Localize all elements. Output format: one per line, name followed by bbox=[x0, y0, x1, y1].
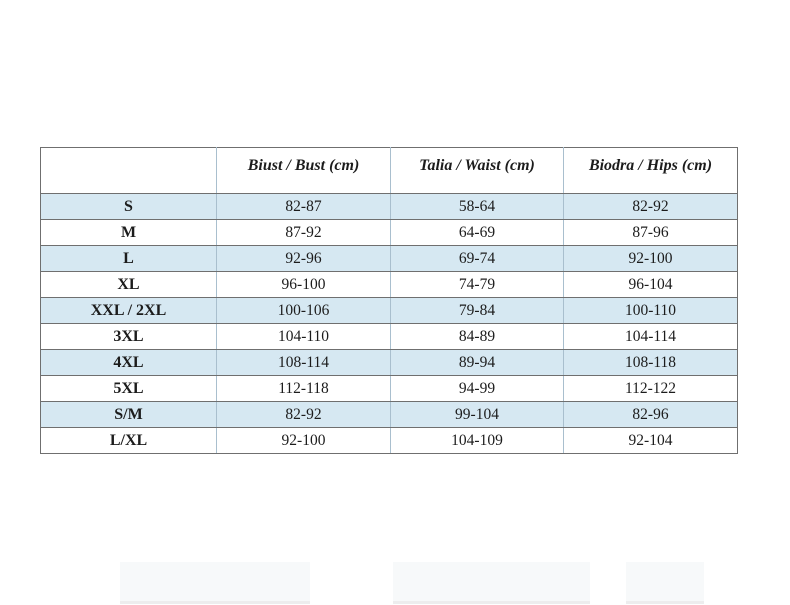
size-label-cell: L bbox=[40, 245, 217, 272]
bust-value-cell: 112-118 bbox=[216, 375, 391, 402]
bust-value-cell: 96-100 bbox=[216, 271, 391, 298]
waist-value-cell: 79-84 bbox=[390, 297, 564, 324]
size-label-cell: M bbox=[40, 219, 217, 246]
hips-value-cell: 96-104 bbox=[563, 271, 738, 298]
background-artifact bbox=[626, 601, 704, 604]
waist-value-cell: 104-109 bbox=[390, 427, 564, 454]
bust-value-cell: 87-92 bbox=[216, 219, 391, 246]
table-row: S 82-87 58-64 82-92 bbox=[40, 193, 738, 220]
bust-value-cell: 104-110 bbox=[216, 323, 391, 350]
size-table-body: S 82-87 58-64 82-92 M 87-92 64-69 87-96 L 92-96 69… bbox=[40, 193, 738, 454]
background-artifact bbox=[393, 562, 590, 603]
waist-value-cell: 89-94 bbox=[390, 349, 564, 376]
table-row: XXL / 2XL 100-106 79-84 100-110 bbox=[40, 297, 738, 324]
waist-value-cell: 84-89 bbox=[390, 323, 564, 350]
waist-value-cell: 99-104 bbox=[390, 401, 564, 428]
bust-column-header: Biust / Bust (cm) bbox=[216, 147, 391, 194]
size-chart-header: Biust / Bust (cm) Talia / Waist (cm) Bio… bbox=[40, 147, 738, 194]
table-row: L/XL 92-100 104-109 92-104 bbox=[40, 427, 738, 454]
table-row: XL 96-100 74-79 96-104 bbox=[40, 271, 738, 298]
hips-value-cell: 104-114 bbox=[563, 323, 738, 350]
background-artifact bbox=[120, 562, 310, 603]
bust-value-cell: 82-87 bbox=[216, 193, 391, 220]
waist-value-cell: 94-99 bbox=[390, 375, 564, 402]
waist-value-cell: 69-74 bbox=[390, 245, 564, 272]
background-artifact bbox=[626, 562, 704, 603]
bust-value-cell: 82-92 bbox=[216, 401, 391, 428]
hips-value-cell: 82-92 bbox=[563, 193, 738, 220]
size-chart-table: Biust / Bust (cm) Talia / Waist (cm) Bio… bbox=[40, 147, 738, 454]
background-artifact bbox=[120, 601, 310, 604]
waist-value-cell: 74-79 bbox=[390, 271, 564, 298]
size-label-cell: 5XL bbox=[40, 375, 217, 402]
header-row: Biust / Bust (cm) Talia / Waist (cm) Bio… bbox=[40, 147, 738, 194]
size-label-cell: 4XL bbox=[40, 349, 217, 376]
hips-value-cell: 112-122 bbox=[563, 375, 738, 402]
size-label-cell: S/M bbox=[40, 401, 217, 428]
background-artifact bbox=[393, 601, 590, 604]
table-row: 3XL 104-110 84-89 104-114 bbox=[40, 323, 738, 350]
bust-value-cell: 92-96 bbox=[216, 245, 391, 272]
size-label-cell: 3XL bbox=[40, 323, 217, 350]
hips-value-cell: 108-118 bbox=[563, 349, 738, 376]
waist-column-header: Talia / Waist (cm) bbox=[390, 147, 564, 194]
size-label-cell: XXL / 2XL bbox=[40, 297, 217, 324]
size-label-cell: S bbox=[40, 193, 217, 220]
table-row: S/M 82-92 99-104 82-96 bbox=[40, 401, 738, 428]
waist-value-cell: 58-64 bbox=[390, 193, 564, 220]
size-label-cell: XL bbox=[40, 271, 217, 298]
waist-value-cell: 64-69 bbox=[390, 219, 564, 246]
hips-value-cell: 100-110 bbox=[563, 297, 738, 324]
table-row: M 87-92 64-69 87-96 bbox=[40, 219, 738, 246]
hips-column-header: Biodra / Hips (cm) bbox=[563, 147, 738, 194]
bust-value-cell: 108-114 bbox=[216, 349, 391, 376]
table-row: 4XL 108-114 89-94 108-118 bbox=[40, 349, 738, 376]
size-label-cell: L/XL bbox=[40, 427, 217, 454]
table-row: 5XL 112-118 94-99 112-122 bbox=[40, 375, 738, 402]
hips-value-cell: 92-104 bbox=[563, 427, 738, 454]
hips-value-cell: 87-96 bbox=[563, 219, 738, 246]
table-row: L 92-96 69-74 92-100 bbox=[40, 245, 738, 272]
bust-value-cell: 92-100 bbox=[216, 427, 391, 454]
bust-value-cell: 100-106 bbox=[216, 297, 391, 324]
hips-value-cell: 92-100 bbox=[563, 245, 738, 272]
size-column-header bbox=[40, 147, 217, 194]
hips-value-cell: 82-96 bbox=[563, 401, 738, 428]
